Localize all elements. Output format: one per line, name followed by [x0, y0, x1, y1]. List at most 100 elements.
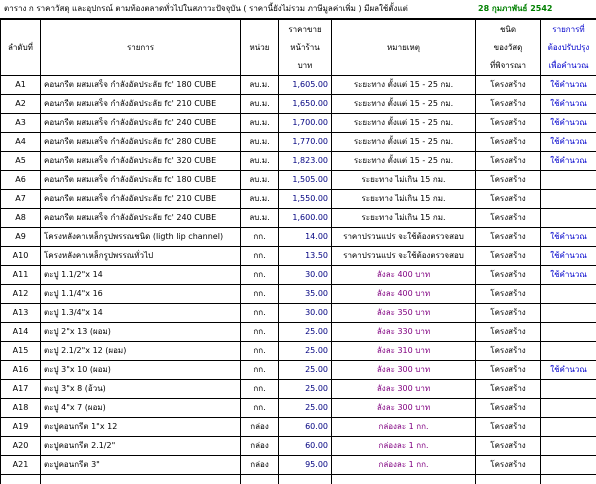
- table-row: A6 คอนกรีต ผสมเสร็จ กำลังอัดประลัย fc' 18…: [0, 170, 596, 190]
- cell: กก.: [240, 265, 279, 285]
- header-line: หน้าร้าน: [290, 42, 320, 52]
- cell: 1,505.00: [278, 170, 332, 190]
- price-table: ลำดับที่ รายการ หน่วย ราคาขาย หน้าร้าน บาท หมา…: [0, 19, 596, 484]
- cell: โครงสร้าง: [475, 379, 541, 399]
- cell: 1,700.00: [278, 113, 332, 133]
- cell: โครงสร้าง: [475, 360, 541, 380]
- cell: กก.: [240, 246, 279, 266]
- table-row: A5 คอนกรีต ผสมเสร็จ กำลังอัดประลัย fc' 32…: [0, 151, 596, 171]
- cell: [540, 417, 596, 437]
- cell: ตะปู 4"x 7 (ผอม): [40, 398, 241, 418]
- cell: โครงสร้าง: [475, 398, 541, 418]
- table-row: A14 ตะปู 2"x 13 (ผอม) กก. 25.00 ลังละ 330 บา…: [0, 322, 596, 342]
- cell: 60.00: [278, 436, 332, 456]
- cell: โครงสร้าง: [475, 341, 541, 361]
- cell: โครงสร้าง: [475, 417, 541, 437]
- cell: ใช้คำนวณ: [540, 246, 596, 266]
- table-row: A16 ตะปู 3"x 10 (ผอม) กก. 25.00 ลังละ 300 บา…: [0, 360, 596, 380]
- cell: 1,605.00: [278, 75, 332, 95]
- header-line: ลำดับที่: [8, 42, 33, 52]
- cell: ราคาปรวนแปร จะใช้ต้องตรวจสอบ: [331, 227, 476, 247]
- header-line: ต้องปรับปรุง: [547, 42, 590, 52]
- cell: กก.: [240, 284, 279, 304]
- cell: [540, 303, 596, 323]
- cell: โครงสร้าง: [475, 436, 541, 456]
- cell: [0, 474, 41, 484]
- cell: [540, 208, 596, 228]
- table-row: A20 ตะปูคอนกรีต 2.1/2" กล่อง 60.00 กล่องละ 1…: [0, 436, 596, 456]
- cell: โครงสร้าง: [475, 94, 541, 114]
- cell: ระยะทาง ตั้งแต่ 15 - 25 กม.: [331, 151, 476, 171]
- cell: โครงสร้าง: [475, 246, 541, 266]
- cell: A19: [0, 417, 41, 437]
- cell: A1: [0, 75, 41, 95]
- cell: A16: [0, 360, 41, 380]
- cell: ลบ.ม.: [240, 113, 279, 133]
- cell: โครงสร้าง: [475, 113, 541, 133]
- cell: 95.00: [278, 455, 332, 475]
- column-header: ชนิด ของวัสดุ ที่พิจารณา: [475, 19, 541, 76]
- column-header: ราคาขาย หน้าร้าน บาท: [278, 19, 332, 76]
- cell: ใช้คำนวณ: [540, 75, 596, 95]
- cell: A15: [0, 341, 41, 361]
- cell: 13.50: [278, 246, 332, 266]
- sheet-title: ตาราง ก ราคาวัสดุ และอุปกรณ์ ตามท้องตลาด…: [4, 4, 408, 13]
- cell: ใช้คำนวณ: [540, 113, 596, 133]
- table-row: A17 ตะปู 3"x 8 (อ้วน) กก. 25.00 ลังละ 300 บา…: [0, 379, 596, 399]
- cell: คอนกรีต ผสมเสร็จ กำลังอัดประลัย fc' 320 …: [40, 151, 241, 171]
- cell: [540, 455, 596, 475]
- table-row: A7 คอนกรีต ผสมเสร็จ กำลังอัดประลัย fc' 21…: [0, 189, 596, 209]
- cell: ลบ.ม.: [240, 75, 279, 95]
- cell: 14.00: [278, 227, 332, 247]
- table-row: A15 ตะปู 2.1/2"x 12 (ผอม) กก. 25.00 ลังละ 31…: [0, 341, 596, 361]
- cell: กล่อง: [240, 436, 279, 456]
- cell: กล่องละ 1 กก.: [331, 417, 476, 437]
- cell: A12: [0, 284, 41, 304]
- cell: 35.00: [278, 284, 332, 304]
- cell: ตะปู 2"x 13 (ผอม): [40, 322, 241, 342]
- cell: ลบ.ม.: [240, 208, 279, 228]
- cell: ตะปู 2.1/2"x 12 (ผอม): [40, 341, 241, 361]
- cell: A10: [0, 246, 41, 266]
- cell: ใช้คำนวณ: [540, 360, 596, 380]
- header-line: รายการที่: [552, 24, 585, 34]
- cell: คอนกรีต ผสมเสร็จ กำลังอัดประลัย fc' 240 …: [40, 208, 241, 228]
- cell: 25.00: [278, 341, 332, 361]
- cell: โครงสร้าง: [475, 455, 541, 475]
- cell: โครงสร้าง: [475, 227, 541, 247]
- cell: ใช้คำนวณ: [540, 227, 596, 247]
- cell: ระยะทาง ตั้งแต่ 15 - 25 กม.: [331, 132, 476, 152]
- cell: ลังละ 400 บาท: [331, 265, 476, 285]
- cell: คอนกรีต ผสมเสร็จ กำลังอัดประลัย fc' 180 …: [40, 170, 241, 190]
- cell: กก.: [240, 322, 279, 342]
- cell: A20: [0, 436, 41, 456]
- cell: ใช้คำนวณ: [540, 151, 596, 171]
- cell: 25.00: [278, 360, 332, 380]
- header-line: รายการ: [126, 42, 155, 52]
- cell: A7: [0, 189, 41, 209]
- cell: ลบ.ม.: [240, 189, 279, 209]
- cell: โครงหลังคาเหล็กรูปพรรณชนิด (ligth lip ch…: [40, 227, 241, 247]
- cell: A14: [0, 322, 41, 342]
- cell: [540, 379, 596, 399]
- cell: ตะปู 3"x 10 (ผอม): [40, 360, 241, 380]
- header-line: ที่พิจารณา: [490, 60, 526, 70]
- column-header: หน่วย: [240, 19, 279, 76]
- cell: กก.: [240, 360, 279, 380]
- header-row: ลำดับที่ รายการ หน่วย ราคาขาย หน้าร้าน บาท หมา…: [0, 19, 596, 76]
- table-row: A10 โครงหลังคาเหล็กรูปพรรณทั่วไป กก. 13.50 ร…: [0, 246, 596, 266]
- cell: [540, 398, 596, 418]
- cell: A2: [0, 94, 41, 114]
- column-header: รายการที่ ต้องปรับปรุง เพื่อคำนวณ: [540, 19, 596, 76]
- cell: ลังละ 330 บาท: [331, 322, 476, 342]
- cell: คอนกรีต ผสมเสร็จ กำลังอัดประลัย fc' 240 …: [40, 113, 241, 133]
- cell: [540, 189, 596, 209]
- column-header: ลำดับที่: [0, 19, 41, 76]
- cell: ระยะทาง ไม่เกิน 15 กม.: [331, 208, 476, 228]
- cell: ลบ.ม.: [240, 132, 279, 152]
- cell: กล่อง: [240, 417, 279, 437]
- cell: ลบ.ม.: [240, 151, 279, 171]
- title-row: ตาราง ก ราคาวัสดุ และอุปกรณ์ ตามท้องตลาด…: [0, 0, 596, 19]
- header-line: หมายเหตุ: [387, 42, 420, 52]
- cell: ลังละ 400 บาท: [331, 284, 476, 304]
